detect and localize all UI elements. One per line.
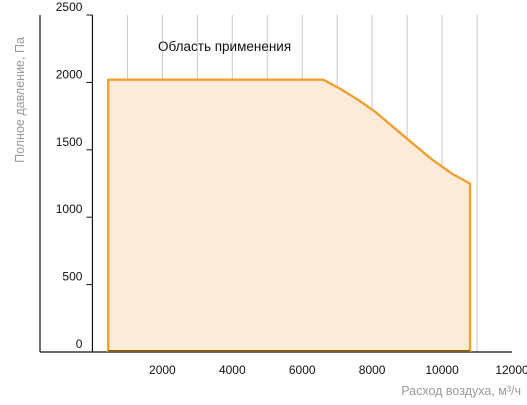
area-annotation: Область применения	[158, 39, 291, 54]
application-area-fill	[108, 79, 470, 352]
x-tick-label-8000: 8000	[359, 363, 386, 377]
tick-labels: 0 500 1000 1500 2000 2500 2000 4000 6000 8000 1000…	[56, 0, 527, 377]
y-tick-label-2500: 2500	[56, 0, 83, 14]
application-area-outline	[107, 78, 472, 352]
x-tick-label-12000: 12000	[495, 363, 527, 377]
y-tick-label-2000: 2000	[56, 67, 83, 81]
y-axis-title: Полное давление, Па	[13, 37, 27, 163]
x-tick-label-6000: 6000	[289, 363, 316, 377]
y-tick-label-0: 0	[76, 337, 83, 351]
x-tick-label-10000: 10000	[425, 363, 459, 377]
x-tick-label-2000: 2000	[149, 363, 176, 377]
x-tick-label-4000: 4000	[219, 363, 246, 377]
y-tick-label-1000: 1000	[56, 202, 83, 216]
y-tick-label-500: 500	[62, 270, 82, 284]
y-tick-label-1500: 1500	[56, 135, 83, 149]
x-axis-title: Расход воздуха, м³/ч	[401, 384, 521, 398]
